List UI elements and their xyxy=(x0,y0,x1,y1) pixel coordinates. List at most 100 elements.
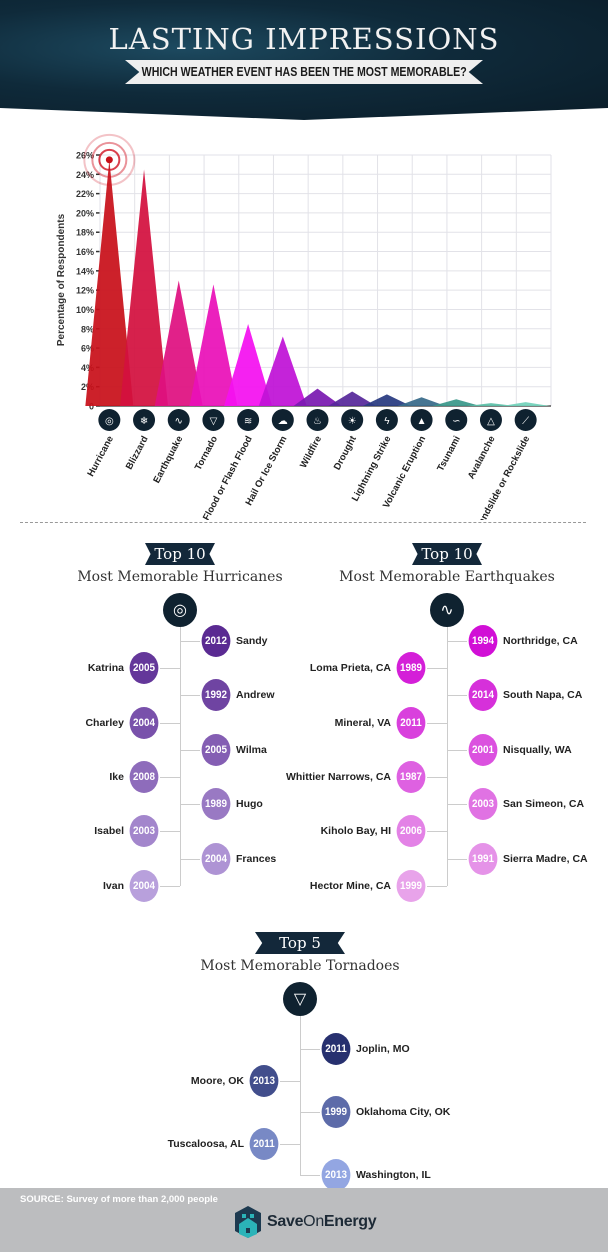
weather-event-chart: 02%4%6%8%10%12%14%16%18%20%22%24%26%Perc… xyxy=(56,133,552,520)
timeline-connector xyxy=(427,831,447,833)
year-badge: 1991 xyxy=(468,842,498,875)
svg-text:☁: ☁ xyxy=(278,416,288,427)
svg-text:ϟ: ϟ xyxy=(384,416,390,427)
event-name: Wilma xyxy=(236,743,267,756)
lightning-icon: ϟ xyxy=(375,409,398,431)
year-badge: 2005 xyxy=(129,652,159,685)
y-tick-label: 16% xyxy=(76,247,94,257)
y-tick-label: 8% xyxy=(81,324,94,334)
year-badge: 1999 xyxy=(321,1096,351,1128)
event-name: Isabel xyxy=(94,825,124,838)
peak-landslide-or-rockslide xyxy=(501,402,550,406)
avalanche-icon: △ xyxy=(479,409,502,431)
event-name: Whittier Narrows, CA xyxy=(285,771,391,783)
timeline-line xyxy=(300,1016,301,1175)
year-badge: 1989 xyxy=(396,652,426,685)
x-tick-label: Avalanche xyxy=(466,434,498,481)
event-name: Andrew xyxy=(236,689,275,702)
y-tick-label: 24% xyxy=(76,170,94,180)
highlight-target-icon xyxy=(83,133,136,186)
house-logo-icon xyxy=(235,1206,261,1238)
timeline-connector xyxy=(300,1175,320,1176)
landslide-icon: ⟋ xyxy=(514,409,537,431)
event-name: San Simeon, CA xyxy=(503,798,585,811)
year-badge: 1999 xyxy=(396,869,426,902)
year-badge: 2001 xyxy=(468,733,498,766)
timeline-connector xyxy=(160,885,180,887)
wildfire-icon: ♨ xyxy=(306,409,329,431)
year-badge: 2004 xyxy=(129,869,159,902)
svg-text:△: △ xyxy=(487,416,495,427)
x-tick-label: Earthquake xyxy=(151,434,185,485)
saveonenergy-logo[interactable]: SaveOnEnergy xyxy=(235,1206,377,1238)
year-badge: 2003 xyxy=(129,815,159,848)
y-tick-label: 22% xyxy=(76,189,94,199)
y-tick-label: 6% xyxy=(81,344,94,354)
y-tick-label: 20% xyxy=(76,208,94,218)
volcano-icon: ▲ xyxy=(410,409,433,431)
page-subtitle: WHICH WEATHER EVENT HAS BEEN THE MOST ME… xyxy=(141,65,467,79)
year-badge: 2005 xyxy=(201,733,231,766)
timeline-connector xyxy=(280,1143,300,1145)
y-tick-label: 4% xyxy=(81,363,94,373)
hurricane-icon: ◎ xyxy=(163,593,197,627)
event-name: Northridge, CA xyxy=(503,635,578,647)
x-tick-label: Hurricane xyxy=(85,434,116,478)
year-badge: 2006 xyxy=(396,815,426,848)
svg-text:▽: ▽ xyxy=(210,416,218,427)
timeline-connector xyxy=(180,641,200,642)
year-badge: 2012 xyxy=(201,625,231,657)
year-badge: 2013 xyxy=(321,1159,351,1191)
timeline-connector xyxy=(180,804,200,806)
event-name: Sierra Madre, CA xyxy=(503,852,588,865)
year-badge: 2011 xyxy=(249,1127,279,1160)
earthquakes-title: Most Memorable Earthquakes xyxy=(339,569,555,585)
hurricanes-title: Most Memorable Hurricanes xyxy=(77,569,283,585)
x-tick-label: Tsunami xyxy=(435,434,463,473)
timeline-connector xyxy=(427,722,447,724)
peak-blizzard xyxy=(120,169,169,406)
timeline-connector xyxy=(427,668,447,670)
y-axis-label: Percentage of Respondents xyxy=(56,213,67,346)
event-name: Kiholo Bay, HI xyxy=(320,825,391,838)
year-badge: 2014 xyxy=(468,679,498,712)
peak-flood-or-flash-flood xyxy=(224,323,273,406)
timeline-connector xyxy=(427,777,447,778)
timeline-line xyxy=(180,627,181,886)
year-badge: 2004 xyxy=(201,842,231,875)
earthquake-icon: ∿ xyxy=(430,593,464,627)
earthquake-icon: ∿ xyxy=(167,409,190,431)
year-badge: 2003 xyxy=(468,788,498,821)
event-name: Ike xyxy=(109,771,124,783)
event-name: Sandy xyxy=(236,635,268,647)
earthquakes-badge: Top 10 xyxy=(412,543,482,565)
event-name: South Napa, CA xyxy=(503,689,583,702)
hurricanes-badge: Top 10 xyxy=(145,543,215,565)
flood-icon: ≋ xyxy=(237,409,260,431)
peak-hurricane xyxy=(85,159,134,406)
timeline-connector xyxy=(280,1080,300,1082)
event-name: Loma Prieta, CA xyxy=(309,662,391,675)
year-badge: 1987 xyxy=(396,761,426,793)
year-badge: 2008 xyxy=(129,761,159,793)
tornadoes-title: Most Memorable Tornadoes xyxy=(200,958,400,974)
timeline-connector xyxy=(447,749,467,751)
event-name: Frances xyxy=(236,852,277,865)
peak-avalanche xyxy=(466,403,515,406)
svg-text:❄: ❄ xyxy=(140,416,148,427)
event-name: Hugo xyxy=(236,798,263,811)
timeline-connector xyxy=(427,885,447,887)
hurricane-icon: ◎ xyxy=(98,409,121,431)
year-badge: 2004 xyxy=(129,706,159,739)
year-badge: 1989 xyxy=(201,788,231,821)
y-tick-label: 12% xyxy=(76,286,94,296)
event-name: Charley xyxy=(85,716,124,729)
tornado-icon: ▽ xyxy=(202,409,225,431)
svg-text:∽: ∽ xyxy=(452,416,460,427)
blizzard-icon: ❄ xyxy=(133,409,156,431)
timeline-connector xyxy=(300,1112,320,1113)
peak-tsunami xyxy=(432,399,481,406)
tornadoes-badge: Top 5 xyxy=(255,932,345,954)
event-name: Nisqually, WA xyxy=(503,743,572,756)
timeline-connector xyxy=(160,831,180,833)
